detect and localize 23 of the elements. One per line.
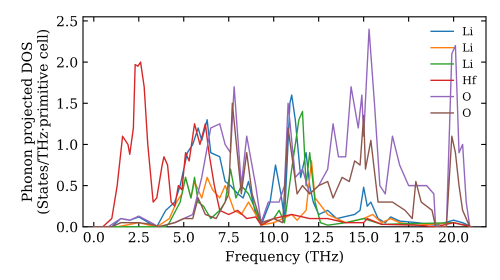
x-axis-title: Frequency (THz) [226,250,343,264]
y-axis-title: Phonon projected DOS (States/THz·primitive cell) [21,30,50,214]
legend-label: Hf [462,76,477,84]
y-tick-label: 1.0 [58,139,78,150]
x-tick-label: 17.5 [394,232,424,242]
x-tick-label: 15.0 [350,232,378,242]
legend-label: Li [462,43,473,52]
x-tick-label: 12.5 [304,232,334,242]
y-tick-label: 0.0 [56,222,78,232]
x-tick-label: 0.0 [84,232,104,242]
legend-label: O [462,92,471,101]
legend-label: Li [462,27,473,36]
legend-label: O [462,108,471,117]
y-tick-label: 1.5 [58,98,78,109]
y-tick-label: 0.5 [56,180,78,192]
x-tick-label: 20.0 [439,232,468,242]
legend-label: Li [462,60,473,68]
x-tick-label: 10.0 [260,232,288,242]
x-tick-label: 7.5 [218,232,239,242]
y-tick-label: 2.5 [56,16,78,26]
x-tick-label: 5.0 [174,232,194,242]
y-tick-label: 2.0 [56,57,78,68]
x-tick-label: 2.5 [128,232,149,242]
